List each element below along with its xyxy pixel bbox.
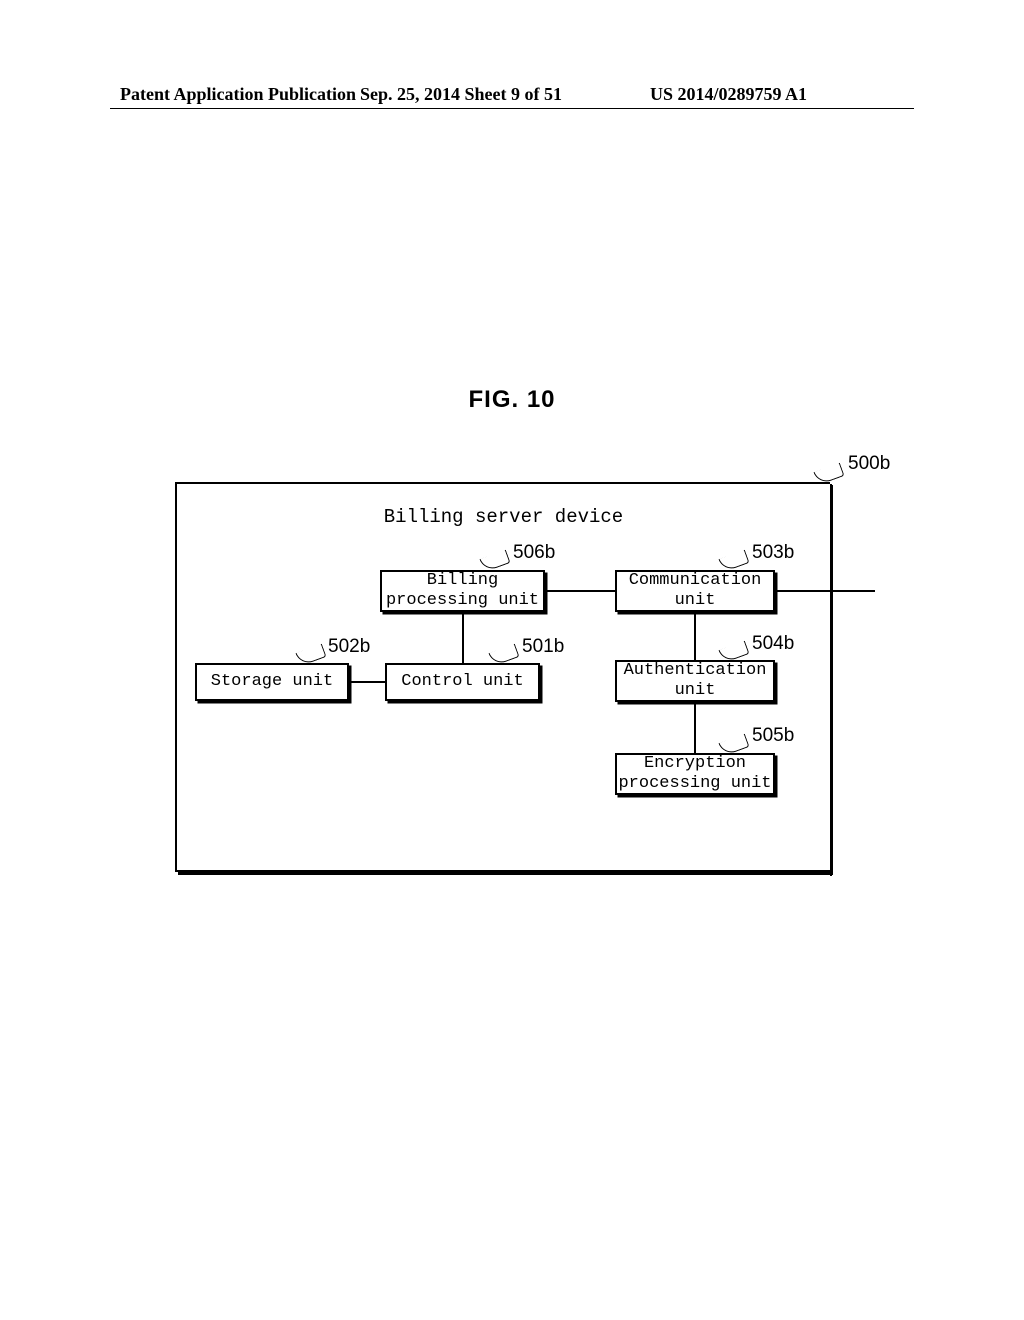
- header-publication: Patent Application Publication: [120, 84, 356, 105]
- header-patent-number: US 2014/0289759 A1: [650, 84, 807, 105]
- billing-line1: Billing: [427, 571, 498, 591]
- ref-main: 500b: [848, 453, 890, 475]
- connector-line: [351, 681, 385, 683]
- header-rule: [110, 108, 914, 109]
- auth-line2: unit: [675, 681, 716, 701]
- storage-label: Storage unit: [211, 672, 333, 692]
- connector-line: [462, 614, 464, 663]
- billing-line2: processing unit: [386, 591, 539, 611]
- encryption-unit-box: Encryption processing unit: [615, 753, 775, 795]
- ref-auth: 504b: [752, 633, 794, 655]
- figure-title: FIG. 10: [0, 386, 1024, 414]
- storage-unit-box: Storage unit: [195, 663, 349, 701]
- ref-comm: 503b: [752, 542, 794, 564]
- connector-line: [775, 590, 875, 592]
- header-date-sheet: Sep. 25, 2014 Sheet 9 of 51: [360, 84, 562, 105]
- control-label: Control unit: [401, 672, 523, 692]
- connector-line: [694, 704, 696, 753]
- ref-encrypt: 505b: [752, 725, 794, 747]
- encrypt-line2: processing unit: [618, 774, 771, 794]
- control-unit-box: Control unit: [385, 663, 540, 701]
- encrypt-line1: Encryption: [644, 754, 746, 774]
- device-title: Billing server device: [177, 506, 830, 528]
- ref-storage: 502b: [328, 636, 370, 658]
- connector-line: [547, 590, 615, 592]
- communication-unit-box: Communication unit: [615, 570, 775, 612]
- billing-unit-box: Billing processing unit: [380, 570, 545, 612]
- comm-line1: Communication: [629, 571, 762, 591]
- connector-line: [694, 614, 696, 660]
- block-diagram: 500b Billing server device 506b Billing …: [155, 470, 875, 880]
- ref-billing: 506b: [513, 542, 555, 564]
- authentication-unit-box: Authentication unit: [615, 660, 775, 702]
- auth-line1: Authentication: [624, 661, 767, 681]
- comm-line2: unit: [675, 591, 716, 611]
- ref-control: 501b: [522, 636, 564, 658]
